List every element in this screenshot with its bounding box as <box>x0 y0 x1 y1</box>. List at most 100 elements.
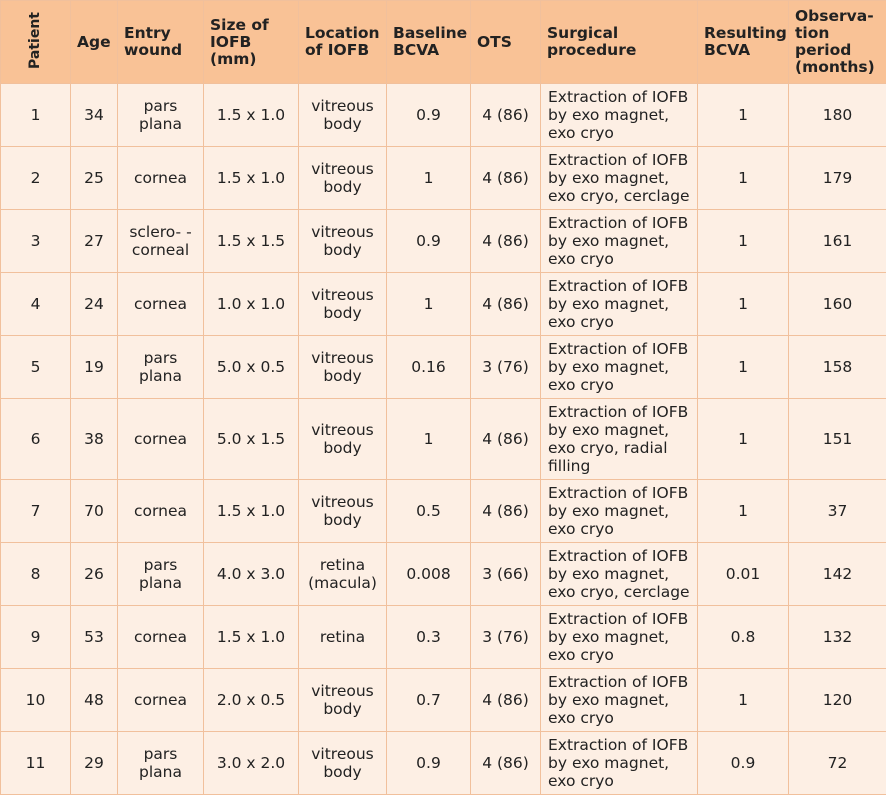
cell-ots: 4 (86) <box>470 479 541 543</box>
table-row: 10 48 cornea 2.0 x 0.5 vitreous body 0.7 4 (86… <box>0 668 886 732</box>
cell-procedure: Extraction of IOFB by exo magnet, exo cr… <box>540 479 698 543</box>
cell-resulting: 0.01 <box>697 542 789 606</box>
cell-ots: 3 (76) <box>470 605 541 669</box>
cell-resulting: 1 <box>697 398 789 480</box>
cell-resulting: 0.9 <box>697 731 789 795</box>
cell-patient: 10 <box>0 668 71 732</box>
cell-resulting: 1 <box>697 335 789 399</box>
cell-size: 1.5 x 1.0 <box>203 146 299 210</box>
cell-age: 29 <box>70 731 118 795</box>
header-ots: OTS <box>470 0 541 84</box>
cell-ots: 3 (76) <box>470 335 541 399</box>
cell-resulting: 1 <box>697 209 789 273</box>
cell-procedure: Extraction of IOFB by exo magnet, exo cr… <box>540 209 698 273</box>
cell-patient: 8 <box>0 542 71 606</box>
header-patient: Patient <box>0 0 71 84</box>
cell-age: 19 <box>70 335 118 399</box>
cell-location: vitreous body <box>298 479 387 543</box>
cell-procedure: Extraction of IOFB by exo magnet, exo cr… <box>540 83 698 147</box>
header-row: Patient Age Entry wound Size of IOFB (mm… <box>0 0 886 84</box>
table-row: 3 27 sclero- -corneal 1.5 x 1.5 vitreous bod… <box>0 209 886 273</box>
cell-ots: 4 (86) <box>470 668 541 732</box>
cell-age: 25 <box>70 146 118 210</box>
cell-observation: 158 <box>788 335 886 399</box>
cell-age: 38 <box>70 398 118 480</box>
cell-procedure: Extraction of IOFB by exo magnet, exo cr… <box>540 272 698 336</box>
cell-size: 1.5 x 1.0 <box>203 605 299 669</box>
cell-entry: pars plana <box>117 335 204 399</box>
cell-ots: 4 (86) <box>470 398 541 480</box>
cell-resulting: 1 <box>697 146 789 210</box>
cell-entry: cornea <box>117 668 204 732</box>
cell-baseline: 0.9 <box>386 209 471 273</box>
cell-resulting: 1 <box>697 272 789 336</box>
cell-baseline: 1 <box>386 146 471 210</box>
cell-size: 4.0 x 3.0 <box>203 542 299 606</box>
cell-procedure: Extraction of IOFB by exo magnet, exo cr… <box>540 146 698 210</box>
cell-size: 1.5 x 1.0 <box>203 479 299 543</box>
cell-resulting: 1 <box>697 668 789 732</box>
cell-location: retina (macula) <box>298 542 387 606</box>
cell-patient: 2 <box>0 146 71 210</box>
cell-ots: 4 (86) <box>470 209 541 273</box>
cell-observation: 72 <box>788 731 886 795</box>
cell-baseline: 0.7 <box>386 668 471 732</box>
cell-baseline: 0.9 <box>386 731 471 795</box>
cell-entry: cornea <box>117 272 204 336</box>
cell-location: vitreous body <box>298 83 387 147</box>
cell-patient: 6 <box>0 398 71 480</box>
cell-entry: pars plana <box>117 731 204 795</box>
cell-location: vitreous body <box>298 209 387 273</box>
cell-entry: pars plana <box>117 83 204 147</box>
cell-baseline: 0.008 <box>386 542 471 606</box>
cell-baseline: 1 <box>386 272 471 336</box>
cell-patient: 7 <box>0 479 71 543</box>
cell-entry: cornea <box>117 479 204 543</box>
cell-patient: 11 <box>0 731 71 795</box>
table-row: 9 53 cornea 1.5 x 1.0 retina 0.3 3 (76) Extract… <box>0 605 886 669</box>
table-row: 4 24 cornea 1.0 x 1.0 vitreous body 1 4 (86) Ex… <box>0 272 886 336</box>
cell-location: vitreous body <box>298 398 387 480</box>
header-surgical-procedure: Surgical procedure <box>540 0 698 84</box>
table-row: 11 29 pars plana 3.0 x 2.0 vitreous body 0.9 4… <box>0 731 886 795</box>
cell-location: vitreous body <box>298 272 387 336</box>
cell-age: 24 <box>70 272 118 336</box>
cell-location: vitreous body <box>298 668 387 732</box>
cell-entry: cornea <box>117 605 204 669</box>
cell-size: 2.0 x 0.5 <box>203 668 299 732</box>
cell-resulting: 1 <box>697 83 789 147</box>
cell-size: 5.0 x 1.5 <box>203 398 299 480</box>
header-entry-wound: Entry wound <box>117 0 204 84</box>
cell-procedure: Extraction of IOFB by exo magnet, exo cr… <box>540 668 698 732</box>
cell-procedure: Extraction of IOFB by exo magnet, exo cr… <box>540 398 698 480</box>
cell-entry: sclero- -corneal <box>117 209 204 273</box>
cell-baseline: 0.16 <box>386 335 471 399</box>
cell-age: 53 <box>70 605 118 669</box>
table-row: 2 25 cornea 1.5 x 1.0 vitreous body 1 4 (86) Ex… <box>0 146 886 210</box>
header-age: Age <box>70 0 118 84</box>
cell-location: retina <box>298 605 387 669</box>
cell-observation: 160 <box>788 272 886 336</box>
header-location: Location of IOFB <box>298 0 387 84</box>
cell-procedure: Extraction of IOFB by exo magnet, exo cr… <box>540 605 698 669</box>
cell-location: vitreous body <box>298 335 387 399</box>
cell-baseline: 0.5 <box>386 479 471 543</box>
cell-size: 3.0 x 2.0 <box>203 731 299 795</box>
cell-observation: 151 <box>788 398 886 480</box>
cell-patient: 9 <box>0 605 71 669</box>
header-size: Size of IOFB (mm) <box>203 0 299 84</box>
cell-ots: 4 (86) <box>470 272 541 336</box>
cell-procedure: Extraction of IOFB by exo magnet, exo cr… <box>540 731 698 795</box>
cell-observation: 180 <box>788 83 886 147</box>
cell-age: 70 <box>70 479 118 543</box>
cell-size: 1.5 x 1.0 <box>203 83 299 147</box>
cell-patient: 3 <box>0 209 71 273</box>
cell-entry: cornea <box>117 398 204 480</box>
cell-location: vitreous body <box>298 146 387 210</box>
cell-observation: 120 <box>788 668 886 732</box>
cell-ots: 3 (66) <box>470 542 541 606</box>
cell-procedure: Extraction of IOFB by exo magnet, exo cr… <box>540 542 698 606</box>
cell-ots: 4 (86) <box>470 83 541 147</box>
header-resulting-bcva: Resulting BCVA <box>697 0 789 84</box>
